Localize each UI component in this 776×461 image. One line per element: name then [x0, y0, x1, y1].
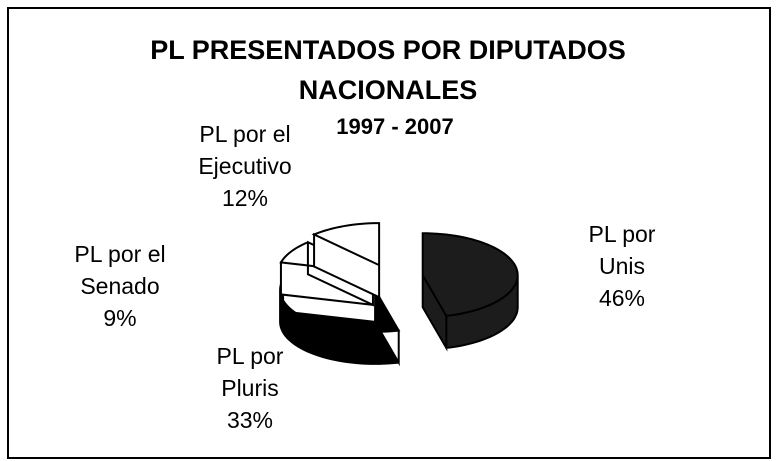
category-label: PL por Pluris: [216, 343, 284, 401]
value-label: 12%: [221, 185, 269, 211]
slice-label: PL por Pluris 33%: [200, 340, 300, 436]
chart-title: PL PRESENTADOS POR DIPUTADOS NACIONALES: [150, 35, 626, 105]
value-label: 46%: [598, 285, 646, 311]
slice-label: PL por el Senado 9%: [45, 238, 195, 334]
category-label: PL por Unis: [588, 221, 656, 279]
slice-label: PL por el Ejecutivo 12%: [170, 118, 320, 214]
value-label: 9%: [103, 305, 137, 331]
slice-label: PL por Unis 46%: [567, 218, 677, 314]
pie-slice: [279, 278, 401, 367]
category-label: PL por el Senado: [74, 241, 166, 299]
category-label: PL por el Ejecutivo: [198, 121, 292, 179]
pie-slice: [421, 232, 519, 352]
chart-subtitle: 1997 - 2007: [336, 114, 454, 139]
pie-slice: [311, 222, 381, 299]
frame: [7, 7, 771, 459]
value-label: 33%: [226, 407, 274, 433]
